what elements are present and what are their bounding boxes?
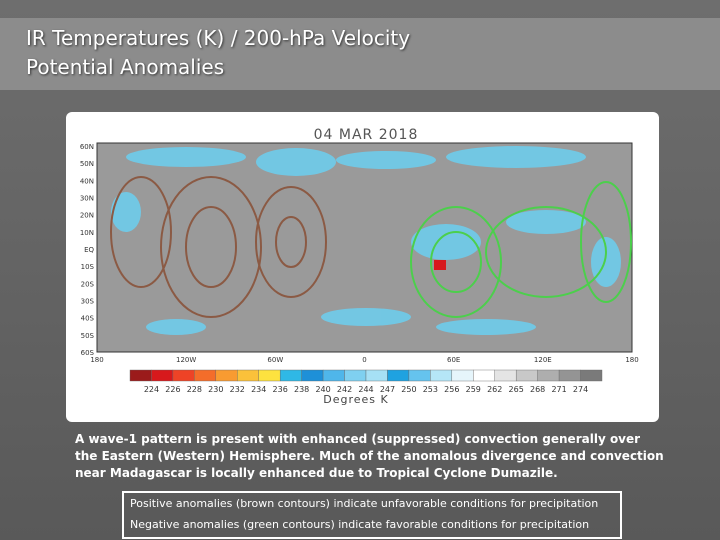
lat-label: 10N	[80, 229, 94, 237]
colorbar-swatch	[408, 369, 431, 382]
colorbar-swatch	[515, 369, 538, 382]
colorbar-swatch	[322, 369, 345, 382]
colorbar-swatch	[172, 369, 195, 382]
notes-box: Positive anomalies (brown contours) indi…	[122, 491, 622, 539]
lon-label: 60E	[447, 356, 460, 364]
lat-label: 50S	[81, 332, 95, 340]
colorbar-swatch	[301, 369, 324, 382]
colorbar-tick: 224	[144, 385, 159, 394]
colorbar-tick: 242	[337, 385, 352, 394]
colorbar-swatch	[129, 369, 152, 382]
colorbar-tick: 256	[444, 385, 459, 394]
colorbar-swatch	[430, 369, 453, 382]
title-line: Potential Anomalies	[26, 55, 225, 79]
colorbar-swatch	[194, 369, 217, 382]
colorbar-tick: 236	[273, 385, 288, 394]
colorbar-tick: 232	[230, 385, 245, 394]
colorbar-tick: 265	[509, 385, 524, 394]
colorbar-swatch	[215, 369, 238, 382]
lon-label: 0	[362, 356, 366, 364]
colorbar-swatch	[279, 369, 302, 382]
colorbar-tick: 247	[380, 385, 395, 394]
colorbar-swatch	[258, 369, 281, 382]
figure: 04 MAR 2018 60N 50N 40N 30N 20N 10N EQ 10S 20S 30…	[66, 112, 659, 422]
description: A wave-1 pattern is present with enhance…	[75, 432, 664, 480]
colorbar-tick: 253	[423, 385, 438, 394]
colorbar-tick: 262	[487, 385, 502, 394]
colorbar-tick: 230	[208, 385, 223, 394]
colorbar-tick: 250	[401, 385, 416, 394]
colorbar-tick: 268	[530, 385, 545, 394]
colorbar-label: Degrees K	[323, 393, 388, 406]
note: Positive anomalies (brown contours) indi…	[130, 497, 599, 510]
colorbar-tick: 234	[251, 385, 266, 394]
title-bar: IR Temperatures (K) / 200-hPa Velocity P…	[0, 18, 720, 90]
colorbar-swatch	[473, 369, 495, 382]
brown-contours	[110, 176, 327, 318]
lat-label: 20S	[81, 280, 95, 288]
lat-label: 20N	[80, 212, 94, 220]
lat-label: 60S	[81, 349, 95, 357]
colorbar-swatch	[537, 369, 560, 382]
lat-label: 60N	[80, 143, 94, 151]
lat-label: 30N	[80, 195, 94, 203]
note: Negative anomalies (green contours) indi…	[130, 518, 590, 531]
colorbar-tick: 238	[294, 385, 309, 394]
colorbar-swatch	[237, 369, 259, 382]
colorbar-swatch	[494, 369, 517, 382]
map	[96, 142, 633, 353]
lon-label: 120E	[534, 356, 552, 364]
title-line: IR Temperatures (K) / 200-hPa Velocity	[26, 26, 411, 50]
lon-label: 120W	[176, 356, 196, 364]
lon-label: 180	[625, 356, 638, 364]
colorbar-swatch	[451, 369, 474, 382]
colorbar-tick: 274	[573, 385, 588, 394]
colorbar-swatch	[387, 369, 410, 382]
figure-svg: 04 MAR 2018 60N 50N 40N 30N 20N 10N EQ 10S 20S 30…	[80, 127, 639, 406]
lat-label: 30S	[81, 298, 95, 306]
colorbar-swatch	[558, 369, 581, 382]
lon-label: 60W	[267, 356, 283, 364]
colorbar-tick: 244	[358, 385, 373, 394]
green-contours	[410, 181, 632, 318]
figure-date: 04 MAR 2018	[314, 127, 419, 143]
lat-label: EQ	[84, 246, 94, 254]
colorbar-swatch	[344, 369, 367, 382]
lat-label: 50N	[80, 160, 94, 168]
cyclone	[434, 260, 446, 270]
colorbar-swatch	[151, 369, 174, 382]
colorbar-tick: 228	[187, 385, 202, 394]
lat-label: 40S	[81, 315, 95, 323]
colorbar-swatch	[365, 369, 388, 382]
colorbar-swatch	[580, 369, 603, 382]
lon-label: 180	[90, 356, 103, 364]
colorbar-tick: 240	[315, 385, 330, 394]
colorbar-tick: 226	[165, 385, 180, 394]
lat-label: 40N	[80, 177, 94, 185]
colorbar-tick: 271	[551, 385, 566, 394]
lat-label: 10S	[81, 263, 95, 271]
colorbar-tick: 259	[466, 385, 481, 394]
